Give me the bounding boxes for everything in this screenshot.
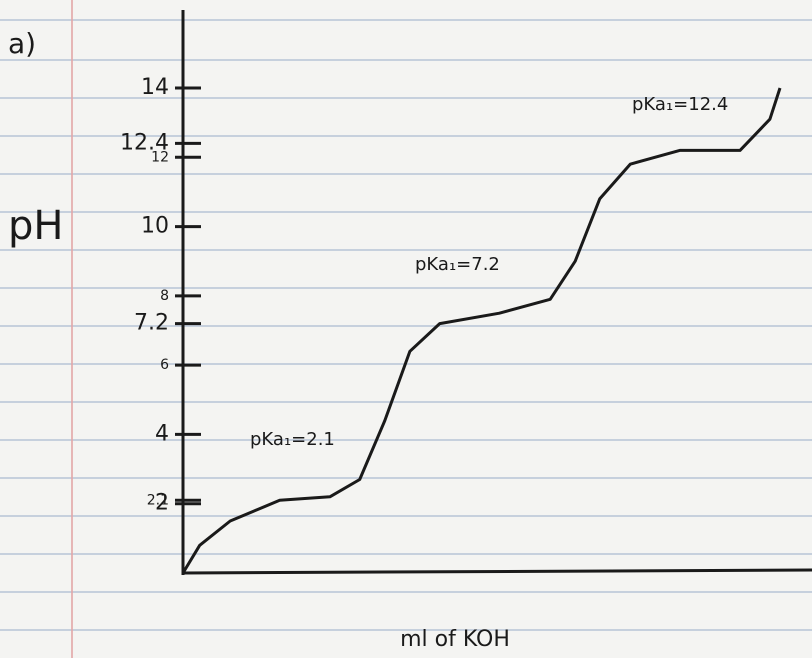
x-axis: [183, 570, 812, 573]
annotation: pKa₁=12.4: [632, 94, 728, 115]
y-tick-label: 4: [155, 421, 169, 446]
chart: a) pH ml of KOH 22.1467.28101212.414pKa₁…: [0, 0, 812, 658]
y-tick-label: 12.4: [120, 130, 169, 155]
y-tick-label: 7.2: [134, 311, 169, 336]
y-tick-label: 2.1: [147, 492, 169, 508]
y-tick-label: 10: [141, 214, 169, 239]
y-tick-label: 8: [160, 288, 169, 304]
y-tick-label: 6: [160, 357, 169, 373]
x-axis-label: ml of KOH: [400, 627, 510, 652]
y-tick-label: 14: [141, 75, 169, 100]
panel-label: a): [8, 27, 36, 60]
titration-curve: [183, 88, 780, 573]
annotation: pKa₁=2.1: [250, 429, 335, 450]
annotation: pKa₁=7.2: [415, 254, 500, 275]
y-axis-label: pH: [8, 203, 63, 249]
